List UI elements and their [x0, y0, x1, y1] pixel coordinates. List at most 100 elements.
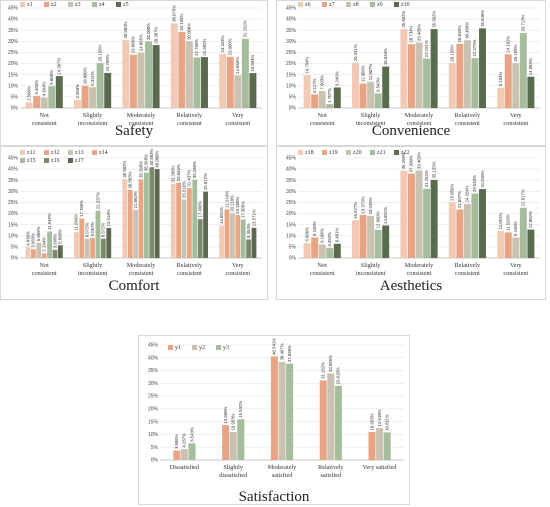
- legend-swatch: [346, 150, 351, 155]
- data-label: 33.855%: [328, 355, 333, 372]
- y-tick-label: 30%: [8, 39, 19, 45]
- bar-z12: [127, 190, 133, 258]
- category-label: Moderately: [127, 112, 156, 119]
- data-label: 9.246%: [312, 221, 317, 236]
- category-label: Slightly: [361, 112, 382, 119]
- y-tick-label: 40%: [286, 167, 297, 173]
- data-label: 11.520%: [506, 214, 511, 231]
- legend-label: z18: [305, 150, 314, 156]
- data-label: 10.953%: [231, 413, 236, 430]
- bar-z18: [303, 243, 311, 258]
- bar-y1: [222, 425, 230, 460]
- data-label: 24.000%: [131, 36, 136, 53]
- data-label: 12.518%: [377, 409, 382, 426]
- bar-z11: [25, 247, 31, 258]
- category-label: Relatively: [318, 464, 344, 471]
- panel-frame: [276, 146, 546, 300]
- bar-y2: [376, 428, 384, 460]
- data-label: 20.199%: [450, 44, 455, 61]
- bar-z3: [234, 75, 242, 108]
- bar-z1: [170, 23, 178, 109]
- y-tick-label: 35%: [286, 28, 297, 34]
- category-label: consistent: [32, 120, 57, 127]
- y-tick-label: 45%: [286, 156, 297, 162]
- data-label: 8.353%: [246, 223, 251, 238]
- legend-swatch: [92, 150, 97, 155]
- bar-y2: [229, 432, 237, 460]
- data-label: 35.398%: [138, 161, 143, 178]
- bar-z11: [122, 179, 128, 258]
- bar-z18: [448, 202, 456, 258]
- bar-z21: [471, 193, 479, 258]
- panel-safety: 0% 5% 10% 15% 20% 25% 30% 35% 40% 45% 2.568% 5.404%…: [0, 0, 268, 146]
- bar-z22: [430, 179, 438, 258]
- data-label: 8.672%: [85, 222, 90, 237]
- bar-z12: [79, 218, 85, 258]
- data-label: 21.919%: [224, 191, 229, 208]
- data-label: 31.152%: [321, 362, 326, 379]
- legend-label: z10: [401, 2, 410, 8]
- bar-z19: [359, 214, 367, 258]
- legend-label: z5: [123, 2, 129, 8]
- y-tick-label: 0%: [151, 458, 159, 464]
- y-tick-label: 30%: [8, 189, 19, 195]
- category-label: inconsistent: [356, 270, 386, 277]
- data-label: 35.846%: [480, 10, 485, 27]
- panel-aesthetics: 0% 5% 10% 15% 20% 25% 30% 35% 40% 45% 6.686% 9.246%…: [276, 146, 546, 300]
- data-label: 22.766%: [194, 39, 199, 56]
- chart-safety: 0% 5% 10% 15% 20% 25% 30% 35% 40% 45% 2.568% 5.404%…: [0, 0, 268, 146]
- panel-frame: [0, 0, 268, 146]
- panel-satisfaction: 0% 5% 10% 15% 20% 25% 30% 35% 40% 45% 3.698% 4.267%…: [138, 335, 410, 505]
- bar-z13: [84, 238, 90, 258]
- legend-label: z12: [51, 150, 60, 156]
- data-label: 19.373%: [360, 196, 365, 213]
- data-label: 5.698%: [58, 229, 63, 244]
- bar-z5: [55, 76, 63, 108]
- legend-label: z16: [51, 158, 60, 164]
- data-label: 34.159%: [179, 13, 184, 30]
- data-label: 14.651%: [219, 207, 224, 224]
- bar-z20: [415, 170, 423, 258]
- data-label: 22.902%: [202, 38, 207, 55]
- data-label: 13.571%: [251, 209, 256, 226]
- bar-z17: [203, 191, 208, 258]
- legend-swatch: [298, 2, 303, 7]
- data-label: 13.656%: [223, 406, 228, 423]
- bar-z7: [359, 83, 367, 108]
- data-label: 30.000%: [146, 23, 151, 40]
- y-tick-label: 15%: [286, 222, 297, 228]
- legend-swatch: [298, 150, 303, 155]
- data-label: 31.152%: [424, 170, 429, 187]
- bar-z13: [230, 213, 235, 258]
- data-label: 12.802%: [528, 211, 533, 228]
- data-label: 20.341%: [353, 44, 358, 61]
- bar-z4: [96, 63, 104, 108]
- y-tick-label: 40%: [8, 167, 19, 173]
- panel-comfort: 0% 5% 10% 15% 20% 25% 30% 35% 40% 45% 4.830% 3.983%…: [0, 146, 268, 300]
- data-label: 30.000%: [187, 23, 192, 40]
- bar-z14: [187, 188, 192, 258]
- bar-y3: [334, 385, 342, 460]
- data-label: 1.707%: [327, 88, 332, 103]
- bar-z4: [48, 86, 56, 108]
- category-label: consistent: [129, 270, 154, 277]
- bar-z11: [74, 232, 79, 258]
- legend-swatch: [68, 150, 73, 155]
- data-label: 24.324%: [220, 35, 225, 52]
- y-tick-label: 25%: [286, 50, 297, 56]
- category-label: Relatively: [455, 112, 481, 119]
- bar-z3: [40, 97, 48, 108]
- legend-swatch: [168, 345, 173, 350]
- category-label: consistent: [310, 120, 335, 127]
- bar-z2: [81, 85, 89, 108]
- category-label: Slightly: [83, 262, 104, 269]
- data-label: 6.859%: [36, 227, 41, 242]
- y-tick-label: 35%: [286, 178, 297, 184]
- category-label: Not: [40, 112, 50, 119]
- category-label: Not: [318, 262, 328, 269]
- data-label: 10.811%: [385, 414, 390, 431]
- data-label: 3.983%: [31, 233, 36, 248]
- bar-z10: [479, 28, 486, 108]
- bar-y1: [173, 450, 181, 460]
- legend-swatch: [44, 158, 49, 163]
